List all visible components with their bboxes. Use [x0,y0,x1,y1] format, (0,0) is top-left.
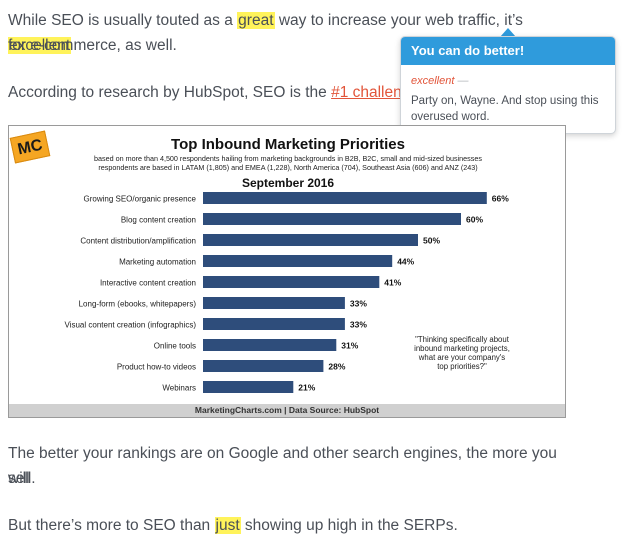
category-label: Visual content creation (infographics) [65,321,197,330]
category-label: Marketing automation [119,258,196,267]
text: But there’s more to SEO than [8,517,215,534]
data-label: 50% [423,236,440,246]
chart-footer: MarketingCharts.com | Data Source: HubSp… [9,404,565,417]
bar [203,213,461,225]
paragraph-1-line-2: for e-commerce, as well. [8,37,177,54]
data-label: 60% [466,215,483,225]
chart-subtitle: based on more than 4,500 respondents hai… [94,154,482,163]
bar [203,276,380,288]
chart-annotation: "Thinking specifically about [415,335,510,344]
grammar-tooltip[interactable]: You can do better! excellent — Party on,… [400,36,616,134]
category-label: Growing SEO/organic presence [84,195,197,204]
text: According to research by HubSpot, SEO is… [8,84,332,101]
flagged-word: excellent [411,75,455,87]
text: showing up high in the SERPs. [240,517,458,534]
bar [203,234,418,246]
tooltip-word[interactable]: excellent — [401,65,615,87]
category-label: Content distribution/amplification [80,237,196,246]
text: While SEO is usually touted as a [8,12,238,29]
data-label: 33% [350,299,367,309]
data-label: 66% [492,194,509,204]
tooltip-message-line: Party on, Wayne. And stop using this [411,95,599,107]
chart-period: September 2016 [242,176,334,190]
bar [203,339,337,351]
category-label: Online tools [154,342,196,351]
data-label: 44% [397,257,414,267]
data-label: 28% [328,362,345,372]
category-label: Interactive content creation [100,279,196,288]
chart-title: Top Inbound Marketing Priorities [171,136,405,153]
chart-subtitle: respondents are based in LATAM (1,805) a… [98,163,477,172]
tooltip-arrow [500,28,516,37]
bar [203,381,294,393]
bar [203,297,345,309]
category-label: Blog content creation [121,216,196,225]
paragraph-1: While SEO is usually touted as a great w… [8,8,568,58]
highlight-just[interactable]: just [214,517,241,534]
chart-annotation: what are your company's [418,353,506,362]
highlight-great[interactable]: great [237,12,275,29]
category-label: Webinars [162,384,196,393]
dash: — [457,75,469,87]
category-label: Product how-to videos [117,363,196,372]
chart-annotation: top priorities?" [437,362,487,371]
data-label: 31% [341,341,358,351]
bar [203,318,345,330]
text: way to increase your web traffic, it’s [274,12,523,29]
tooltip-title: You can do better! [401,37,615,65]
paragraph-3-line-2: sell. [8,470,36,487]
data-label: 21% [298,383,315,393]
bar [203,360,324,372]
data-label: 33% [350,320,367,330]
paragraph-3: The better your rankings are on Google a… [8,445,557,487]
bar [203,255,393,267]
category-label: Long-form (ebooks, whitepapers) [79,300,197,309]
highlight-excellent[interactable]: excellent [8,37,72,54]
tooltip-message: Party on, Wayne. And stop using this ove… [401,87,615,125]
chart-image: MC Top Inbound Marketing Priorities based… [8,125,566,418]
chart-annotation: inbound marketing projects, [414,344,510,353]
paragraph-4: But there’s more to SEO than just showin… [8,513,568,538]
data-label: 41% [384,278,401,288]
bar [203,192,487,204]
tooltip-message-line: overused word. [411,111,490,123]
